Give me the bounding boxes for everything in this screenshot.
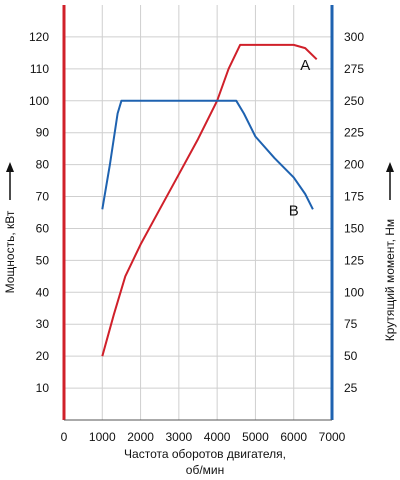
series-group [101, 43, 318, 357]
left-tick-label: 80 [36, 158, 50, 172]
x-tick-label: 4000 [204, 430, 231, 444]
left-tick-label: 100 [29, 94, 49, 108]
right-tick-label: 50 [344, 349, 358, 363]
x-axis-ticks: 0 1000 2000 3000 4000 5000 6000 7000 [61, 430, 346, 444]
grid [64, 5, 332, 420]
axes [62, 5, 334, 421]
left-tick-label: 50 [36, 253, 50, 267]
x-tick-label: 3000 [166, 430, 193, 444]
left-axis-arrow [6, 162, 14, 200]
series-line-B [101, 99, 314, 210]
x-axis-title-line1: Частота оборотов двигателя, [124, 447, 286, 461]
right-tick-label: 225 [344, 126, 364, 140]
series-line-A [101, 43, 318, 357]
left-tick-label: 70 [36, 190, 50, 204]
x-axis-title-line2: об/мин [186, 463, 224, 477]
right-tick-label: 200 [344, 158, 364, 172]
right-tick-label: 100 [344, 285, 364, 299]
left-axis-title-group: Мощность, кВт [3, 210, 17, 293]
series-labels: AB [289, 57, 311, 219]
right-axis-ticks: 25 50 75 100 125 150 175 200 225 250 275 300 [344, 30, 364, 395]
right-tick-label: 250 [344, 94, 364, 108]
left-tick-label: 110 [30, 62, 49, 76]
right-tick-label: 275 [344, 62, 364, 76]
right-axis-arrow [386, 162, 394, 200]
x-tick-label: 5000 [242, 430, 269, 444]
left-tick-label: 10 [36, 381, 50, 395]
right-axis-title: Крутящий момент, Нм [383, 219, 397, 341]
left-tick-label: 90 [36, 126, 50, 140]
x-tick-label: 0 [61, 430, 68, 444]
right-tick-label: 125 [344, 253, 364, 267]
left-axis-ticks: 10 20 30 40 50 60 70 80 90 100 110 120 [29, 30, 49, 395]
right-tick-label: 75 [344, 317, 358, 331]
left-tick-label: 60 [36, 221, 50, 235]
left-tick-label: 120 [29, 30, 49, 44]
left-axis-title: Мощность, кВт [3, 210, 17, 293]
x-tick-label: 6000 [280, 430, 307, 444]
right-tick-label: 25 [344, 381, 358, 395]
left-tick-label: 30 [36, 317, 50, 331]
series-label-B: B [289, 202, 299, 219]
x-tick-label: 1000 [89, 430, 116, 444]
right-axis-title-group: Крутящий момент, Нм [383, 219, 397, 341]
left-tick-label: 40 [36, 285, 50, 299]
left-tick-label: 20 [36, 349, 50, 363]
x-tick-label: 7000 [319, 430, 346, 444]
right-tick-label: 175 [344, 190, 364, 204]
series-label-A: A [300, 57, 310, 74]
x-tick-label: 2000 [127, 430, 154, 444]
right-tick-label: 150 [344, 221, 364, 235]
right-tick-label: 300 [344, 30, 364, 44]
